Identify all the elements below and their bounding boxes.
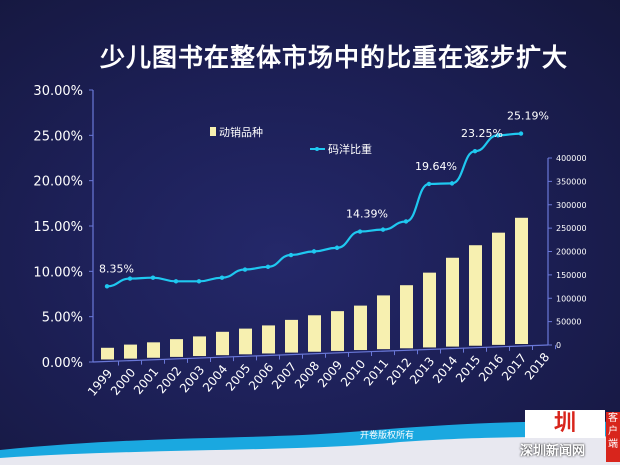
right-axis-tick-label: 350000 <box>556 177 587 186</box>
bar-2005 <box>239 328 252 355</box>
left-axis-tick-label: 20.00% <box>33 175 83 190</box>
footer-wave <box>0 421 620 465</box>
line-point-2002 <box>173 279 179 284</box>
x-axis-tick-label: 2015 <box>453 353 483 385</box>
bar-2007 <box>285 319 298 353</box>
left-axis-tick-label: 15.00% <box>33 220 83 235</box>
bar-2011 <box>377 295 390 350</box>
line-point-2009 <box>334 245 340 250</box>
watermark-tag: 客户端 <box>606 412 620 462</box>
x-axis-tick-label: 2004 <box>200 362 230 394</box>
bar-1999 <box>101 347 114 360</box>
line-point-2003 <box>196 279 202 284</box>
bar-2008 <box>308 315 321 352</box>
bar-2000 <box>124 344 137 359</box>
right-axis-tick-label: 250000 <box>556 224 587 233</box>
line-point-2005 <box>242 267 248 272</box>
x-axis-tick-label: 2005 <box>223 361 253 393</box>
line-point-2017 <box>518 131 524 136</box>
bar-2002 <box>170 339 183 357</box>
bar-2003 <box>193 336 206 357</box>
bar-2009 <box>331 311 344 351</box>
left-axis-tick-label: 5.00% <box>42 311 83 326</box>
bar-2004 <box>216 331 229 356</box>
left-axis-tick-label: 30.00% <box>33 84 83 99</box>
watermark-logo: 圳 <box>525 410 605 438</box>
bar-2012 <box>400 285 413 349</box>
x-axis-tick-label: 2013 <box>407 354 437 386</box>
right-axis-tick-label: 200000 <box>556 248 587 257</box>
right-axis-tick-label: 100000 <box>556 294 587 303</box>
x-axis-tick-label: 1999 <box>85 366 115 398</box>
legend-bar-swatch <box>210 127 216 136</box>
legend-bar-label: 动销品种 <box>219 125 263 139</box>
copyright-text: 开卷版权所有 <box>360 431 415 441</box>
bar-2006 <box>262 325 275 354</box>
data-label: 8.35% <box>99 262 134 275</box>
legend-line-marker <box>315 147 319 151</box>
line-point-2011 <box>380 227 386 232</box>
line-point-2000 <box>127 276 133 281</box>
line-point-2014 <box>449 181 455 186</box>
bar-2017 <box>515 217 528 345</box>
legend-line-label: 码洋比重 <box>328 142 372 156</box>
line-point-2013 <box>426 181 432 187</box>
x-axis-tick-label: 2018 <box>522 350 552 382</box>
x-axis-tick-label: 2017 <box>499 351 529 383</box>
line-point-2007 <box>288 252 294 258</box>
right-axis-tick-label: 0 <box>556 341 561 350</box>
right-axis-tick-label: 300000 <box>556 201 587 210</box>
left-axis-tick-label: 10.00% <box>33 265 83 280</box>
data-label: 19.64% <box>415 160 457 173</box>
bar-2014 <box>446 257 459 347</box>
x-axis-tick-label: 2006 <box>246 360 276 392</box>
x-axis-tick-label: 2000 <box>108 366 138 398</box>
left-axis-tick-label: 25.00% <box>33 129 83 144</box>
right-axis-tick-label: 150000 <box>556 271 587 280</box>
line-point-1999 <box>104 284 110 289</box>
x-axis-tick-label: 2016 <box>476 352 506 384</box>
data-label: 14.39% <box>346 208 388 221</box>
bar-2013 <box>423 272 436 348</box>
x-axis-tick-label: 2009 <box>315 358 345 390</box>
legend: 动销品种 码洋比重 <box>210 125 372 156</box>
left-axis-tick-label: 0.00% <box>42 356 83 371</box>
right-axis-tick-label: 400000 <box>556 154 587 163</box>
x-axis-tick-label: 2008 <box>292 359 322 391</box>
data-label: 23.25% <box>461 127 503 140</box>
x-axis-tick-label: 2003 <box>177 363 207 395</box>
x-axis-tick-label: 2014 <box>430 354 460 386</box>
line-point-2008 <box>311 249 317 254</box>
right-axis-tick-label: 50000 <box>556 318 581 327</box>
watermark-name: 深圳新闻网 <box>520 444 586 459</box>
bar-2015 <box>469 245 482 346</box>
x-axis-tick-label: 2001 <box>131 365 161 397</box>
line-point-2004 <box>219 275 225 280</box>
line-point-2006 <box>265 264 271 269</box>
x-axis-line <box>92 344 549 363</box>
bar-2010 <box>354 305 367 351</box>
bar-2001 <box>147 342 160 358</box>
x-axis-tick-label: 2010 <box>338 357 368 389</box>
x-axis-tick-label: 2011 <box>361 356 391 388</box>
line-point-2010 <box>357 229 363 234</box>
line-point-2012 <box>403 219 409 224</box>
x-axis-tick-label: 2002 <box>154 364 184 396</box>
data-label: 25.19% <box>507 110 549 123</box>
chart-title: 少儿图书在整体市场中的比重在逐步扩大 <box>100 43 569 72</box>
bar-2016 <box>492 232 505 345</box>
line-point-2001 <box>150 275 156 280</box>
x-axis-tick-label: 2012 <box>384 355 414 387</box>
x-axis-tick-label: 2007 <box>269 360 299 392</box>
line-point-2016 <box>495 133 501 138</box>
line-point-2015 <box>472 149 478 154</box>
